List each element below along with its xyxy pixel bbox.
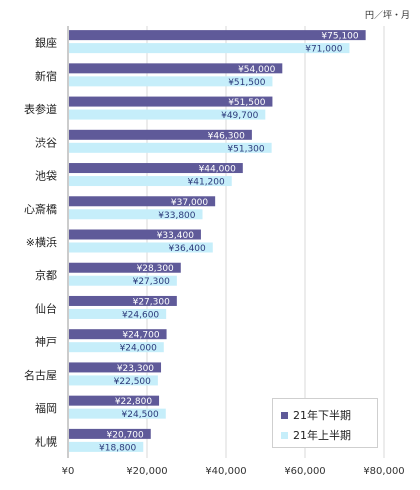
x-tick-label: ¥40,000 [205, 466, 246, 477]
category-label: 新宿 [35, 69, 57, 83]
x-tick-label: ¥80,000 [363, 466, 404, 477]
bar [69, 342, 164, 353]
category-label: 京都 [35, 268, 57, 282]
data-label: ¥22,800 [115, 397, 152, 407]
data-label: ¥24,000 [120, 344, 157, 354]
category-label: 名古屋 [24, 368, 57, 382]
bar [69, 428, 151, 439]
bar [69, 63, 283, 74]
data-label: ¥18,800 [99, 443, 136, 453]
legend-item-series-1: 21年下半期 [281, 407, 351, 423]
data-label: ¥51,500 [228, 78, 265, 88]
category-label: 池袋 [35, 169, 57, 183]
bar [69, 142, 272, 153]
bar [69, 163, 243, 174]
bar [69, 176, 232, 187]
category-label: 札幌 [35, 434, 57, 448]
data-label: ¥24,600 [122, 310, 159, 320]
bar [69, 441, 144, 452]
unit-label: 円／坪・月 [364, 11, 410, 21]
data-label: ¥20,700 [107, 430, 144, 440]
x-tick-label: ¥60,000 [284, 466, 325, 477]
data-label: ¥27,300 [133, 297, 170, 307]
bar [69, 275, 177, 286]
category-label: 福岡 [35, 401, 57, 415]
data-label: ¥28,300 [137, 264, 174, 274]
category-label: 心斎橋 [24, 202, 57, 216]
bar [69, 308, 167, 319]
x-tick-label: ¥20,000 [126, 466, 167, 477]
bar [69, 30, 366, 41]
bar [69, 262, 181, 273]
category-label: 表参道 [24, 102, 57, 116]
bar [69, 242, 213, 253]
data-label: ¥41,200 [188, 178, 225, 188]
data-label: ¥54,000 [238, 65, 275, 75]
bar [69, 196, 216, 207]
data-label: ¥51,500 [228, 98, 265, 108]
x-tick-label: ¥0 [62, 466, 75, 477]
bar [69, 96, 273, 107]
data-label: ¥46,300 [208, 131, 245, 141]
data-label: ¥49,700 [221, 111, 258, 121]
bar [69, 375, 158, 386]
bar [69, 109, 266, 120]
bar [69, 329, 167, 340]
legend-swatch [281, 431, 288, 439]
data-label: ¥37,000 [171, 198, 208, 208]
bar [69, 76, 273, 87]
data-label: ¥24,700 [122, 331, 159, 341]
bar [69, 43, 350, 54]
category-label: 仙台 [35, 301, 57, 315]
category-label: 銀座 [35, 36, 57, 50]
data-label: ¥22,500 [114, 377, 151, 387]
bar [69, 295, 177, 306]
legend-label: 21年上半期 [293, 429, 351, 442]
category-label: 渋谷 [35, 136, 57, 149]
category-label: 神戸 [35, 335, 57, 349]
data-label: ¥33,400 [157, 231, 194, 241]
data-label: ¥71,000 [305, 45, 342, 55]
bar [69, 209, 203, 220]
bar [69, 129, 252, 140]
data-label: ¥36,400 [169, 244, 206, 254]
data-label: ¥44,000 [199, 165, 236, 175]
legend-item-series-2: 21年上半期 [281, 427, 351, 443]
category-label: ※横浜 [26, 235, 57, 249]
bar [69, 229, 201, 240]
legend-swatch [281, 411, 288, 419]
bar [69, 408, 166, 419]
data-label: ¥33,800 [158, 211, 195, 221]
bar [69, 395, 160, 406]
bar [69, 362, 162, 373]
chart-legend: 21年下半期 21年上半期 [272, 398, 378, 448]
data-label: ¥27,300 [133, 277, 170, 287]
data-label: ¥23,300 [117, 364, 154, 374]
data-label: ¥51,300 [227, 144, 264, 154]
legend-label: 21年下半期 [293, 409, 351, 422]
data-label: ¥24,500 [122, 410, 159, 420]
data-label: ¥75,100 [321, 32, 358, 42]
